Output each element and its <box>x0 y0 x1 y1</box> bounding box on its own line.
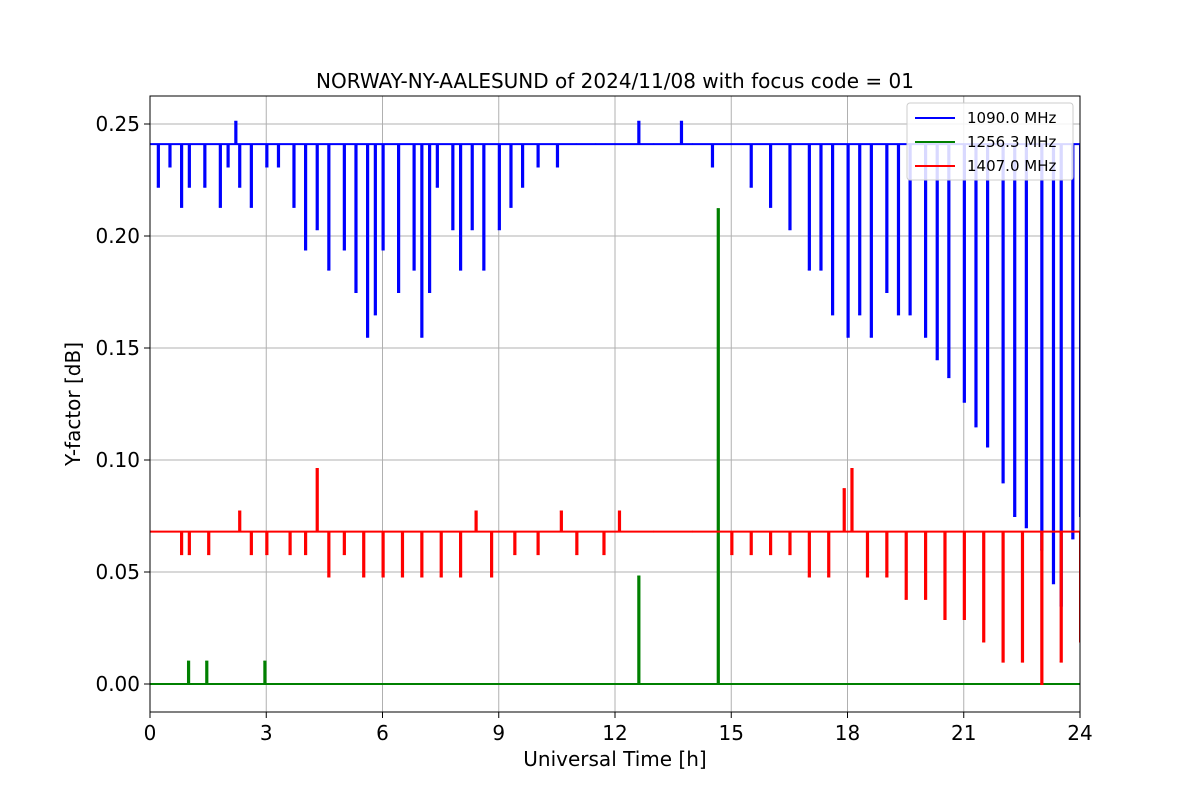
y-tick-label: 0.25 <box>95 112 140 136</box>
x-tick-label: 12 <box>602 721 627 745</box>
y-tick-label: 0.05 <box>95 560 140 584</box>
y-tick-label: 0.10 <box>95 448 140 472</box>
series-line <box>150 208 1080 685</box>
series-line <box>150 467 1080 685</box>
x-tick-label: 9 <box>492 721 505 745</box>
x-tick-label: 21 <box>951 721 976 745</box>
legend-label: 1090.0 MHz <box>967 109 1056 127</box>
y-axis-label: Y-factor [dB] <box>61 342 85 467</box>
x-axis-label: Universal Time [h] <box>523 747 706 771</box>
legend-box <box>906 102 1074 181</box>
x-tick-label: 18 <box>835 721 860 745</box>
y-tick-label: 0.00 <box>95 672 140 696</box>
x-tick-label: 15 <box>719 721 744 745</box>
y-tick-label: 0.15 <box>95 336 140 360</box>
y-tick-label: 0.20 <box>95 224 140 248</box>
legend: 1090.0 MHz 1256.3 MHz 1407.0 MHz <box>906 102 1074 181</box>
plot-area <box>149 95 1081 713</box>
legend-label: 1256.3 MHz <box>967 133 1056 151</box>
legend-label: 1407.0 MHz <box>967 157 1056 175</box>
x-axis: 0 3 6 9 12 15 18 21 24 <box>144 712 1093 745</box>
x-tick-label: 6 <box>376 721 389 745</box>
chart-title: NORWAY-NY-AALESUND of 2024/11/08 with fo… <box>316 69 914 93</box>
x-tick-label: 24 <box>1067 721 1092 745</box>
series-2 <box>150 467 1080 685</box>
x-tick-label: 0 <box>144 721 157 745</box>
y-axis: 0.00 0.05 0.10 0.15 0.20 0.25 <box>95 112 150 696</box>
x-tick-label: 3 <box>260 721 273 745</box>
